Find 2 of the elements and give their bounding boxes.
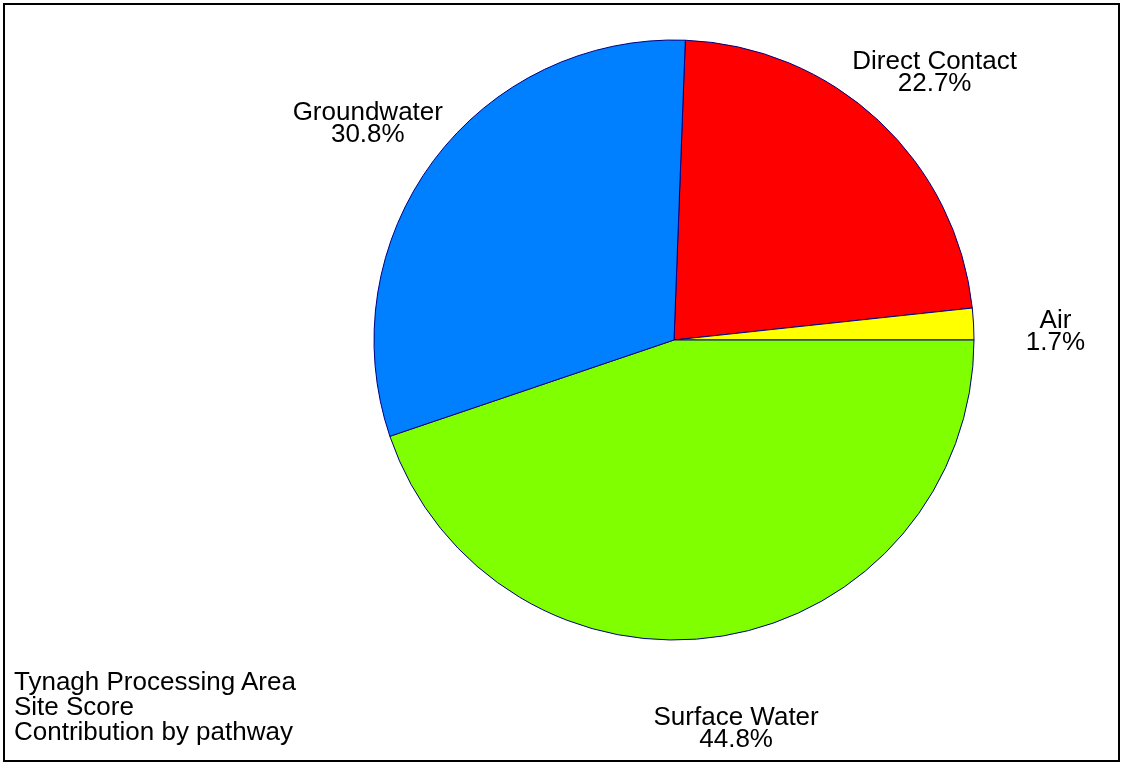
text: Contribution by pathway: [14, 715, 293, 746]
text: Tynagh Processing Area: [14, 666, 297, 697]
